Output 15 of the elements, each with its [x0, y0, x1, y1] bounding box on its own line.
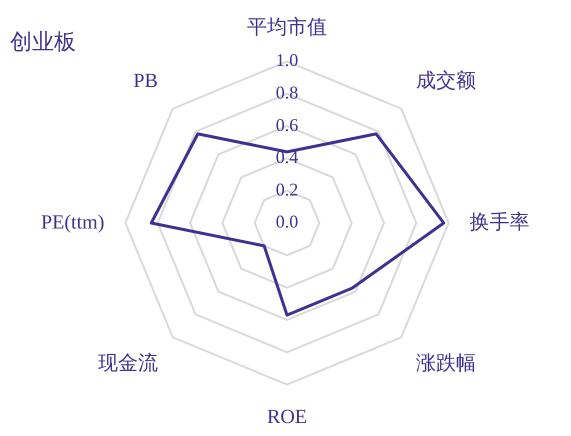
spoke-label: ROE — [267, 406, 307, 428]
spoke-label: 平均市值 — [247, 16, 327, 39]
spoke-label: PB — [133, 70, 158, 92]
spoke-label: PE(ttm) — [41, 211, 104, 234]
y-tick-label: 0.2 — [276, 179, 298, 200]
y-tick-label: 0.4 — [276, 147, 298, 168]
y-tick-label: 0.8 — [276, 82, 298, 102]
y-tick-label: 1.0 — [276, 50, 298, 70]
spoke-label: 现金流 — [98, 352, 158, 374]
text: 创业板 — [10, 28, 76, 54]
spoke-label: 换手率 — [470, 211, 530, 234]
spoke-label: 成交额 — [416, 70, 476, 92]
y-tick-label: 0.6 — [276, 114, 298, 135]
y-tick-label: 0.0 — [276, 212, 298, 232]
spoke-label: 涨跌幅 — [416, 352, 476, 374]
